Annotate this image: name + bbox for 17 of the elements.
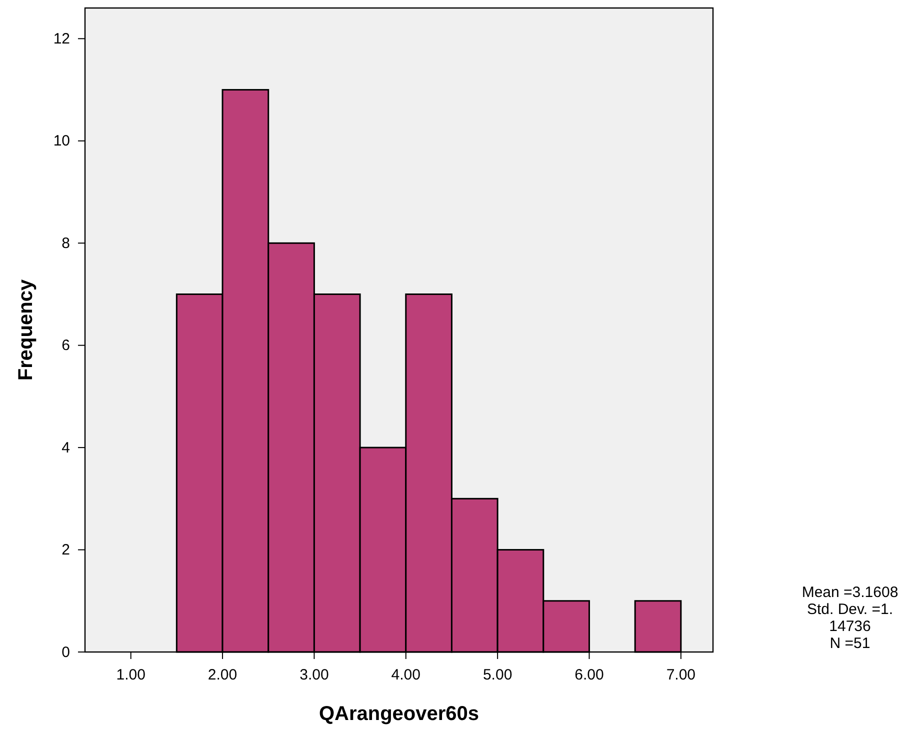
x-tick-label: 3.00 bbox=[300, 666, 329, 684]
y-tick-label: 2 bbox=[62, 542, 70, 559]
x-tick-label: 5.00 bbox=[482, 666, 512, 684]
text: Mean =3.1608 Std. Dev. =1. 14736 N =51 bbox=[802, 584, 898, 652]
x-axis-title: QArangeover60s bbox=[318, 703, 480, 725]
y-tick-label: 0 bbox=[62, 644, 70, 661]
y-tick-label: 8 bbox=[62, 234, 70, 252]
x-tick-label: 2.00 bbox=[208, 666, 238, 684]
y-tick-label: 6 bbox=[62, 337, 70, 354]
x-tick-label: 6.00 bbox=[574, 666, 604, 684]
x-tick-label: 1.00 bbox=[116, 666, 146, 684]
y-tick-label: 10 bbox=[53, 132, 70, 150]
x-tick-label: 7.00 bbox=[666, 666, 696, 684]
y-tick-label: 12 bbox=[53, 30, 70, 48]
y-axis-title: Frequency bbox=[15, 278, 37, 381]
x-tick-label: 4.00 bbox=[391, 666, 420, 684]
y-tick-label: 4 bbox=[62, 439, 70, 456]
